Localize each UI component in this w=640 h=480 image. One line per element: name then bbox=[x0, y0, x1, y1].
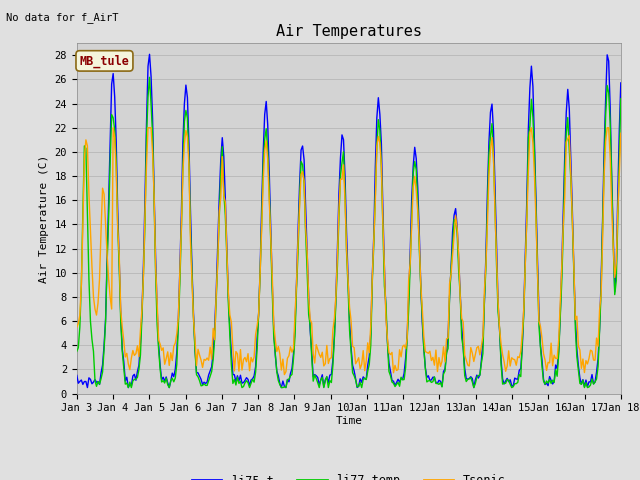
Legend: li75_t, li77_temp, Tsonic: li75_t, li77_temp, Tsonic bbox=[188, 469, 510, 480]
Title: Air Temperatures: Air Temperatures bbox=[276, 24, 422, 39]
Text: MB_tule: MB_tule bbox=[79, 54, 129, 68]
Text: No data for f_AirT: No data for f_AirT bbox=[6, 12, 119, 23]
X-axis label: Time: Time bbox=[335, 416, 362, 426]
Y-axis label: Air Temperature (C): Air Temperature (C) bbox=[39, 154, 49, 283]
